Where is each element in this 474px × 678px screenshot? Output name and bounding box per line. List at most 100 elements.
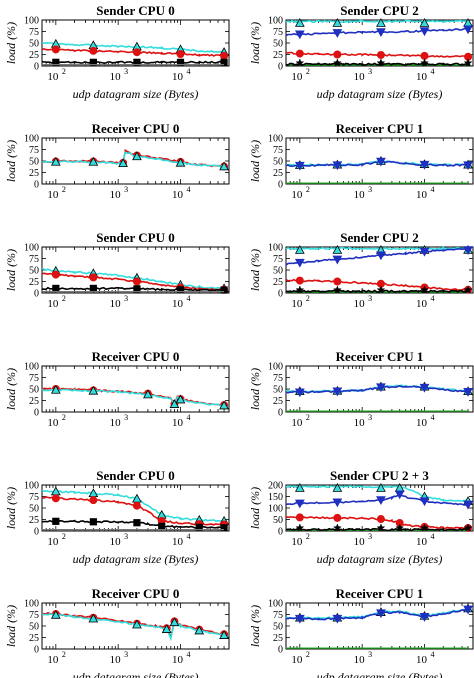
y-tick-label: 75 [29, 145, 39, 156]
series-line [41, 60, 225, 65]
x-tick-exponent: 3 [124, 650, 128, 659]
data-point [50, 384, 61, 394]
x-tick-exponent: 3 [124, 532, 128, 541]
x-tick-label: 10 [291, 189, 303, 201]
data-point [133, 519, 141, 527]
series-black [41, 284, 228, 294]
y-tick-label: 75 [29, 610, 39, 621]
y-tick-label: 100 [24, 134, 39, 145]
data-point [132, 277, 141, 286]
data-point [89, 496, 98, 505]
series-line [285, 62, 469, 67]
data-point [52, 284, 60, 293]
y-tick-label: 100 [24, 16, 39, 27]
y-tick-label: 100 [268, 504, 283, 515]
data-point [420, 58, 429, 67]
y-tick-label: 75 [273, 145, 283, 156]
x-tick-label: 10 [354, 654, 366, 666]
series-line [285, 278, 469, 292]
data-point [333, 513, 342, 522]
x-tick-exponent: 3 [368, 413, 372, 422]
y-tick-label: 25 [273, 50, 283, 61]
y-tick-label: 50 [29, 385, 39, 396]
data-point [463, 285, 473, 294]
x-tick-exponent: 4 [186, 67, 190, 76]
chart-title: Sender CPU 2 [340, 3, 418, 18]
data-point [161, 624, 172, 633]
series-line [285, 527, 469, 532]
y-tick-label: 50 [29, 157, 39, 168]
x-tick-label: 10 [47, 298, 59, 310]
x-tick-label: 10 [291, 536, 303, 548]
x-tick-exponent: 2 [306, 413, 310, 422]
data-point [176, 286, 185, 294]
data-point [294, 244, 305, 254]
y-tick-label: 75 [273, 610, 283, 621]
x-tick-label: 10 [172, 71, 184, 83]
y-tick-label: 0 [34, 62, 39, 73]
y-tick-label: 50 [29, 39, 39, 50]
x-tick-exponent: 3 [124, 185, 128, 194]
data-point [88, 156, 99, 166]
x-tick-label: 10 [416, 654, 428, 666]
data-point [88, 385, 99, 395]
data-point [194, 625, 205, 635]
y-tick-label: 75 [29, 373, 39, 384]
x-tick-exponent: 2 [62, 532, 66, 541]
x-tick-label: 10 [291, 71, 303, 83]
data-point [132, 501, 141, 510]
x-tick-label: 10 [416, 298, 428, 310]
series-line [285, 607, 469, 620]
data-point [394, 490, 405, 500]
y-tick-label: 100 [24, 481, 39, 492]
data-point [295, 276, 304, 285]
data-point [463, 605, 473, 615]
x-axis-label: udp datagram size (Bytes) [73, 552, 199, 566]
series-line [41, 48, 225, 57]
y-tick-label: 100 [268, 599, 283, 610]
y-tick-label: 50 [29, 504, 39, 515]
chart-title: Receiver CPU 0 [92, 349, 180, 364]
y-tick-label: 0 [278, 527, 283, 538]
data-point [419, 160, 430, 170]
y-tick-label: 100 [268, 243, 283, 254]
y-axis-label: load (%) [4, 22, 18, 64]
data-point [295, 513, 304, 522]
data-point [395, 523, 405, 532]
data-point [294, 17, 305, 27]
y-tick-label: 25 [29, 168, 39, 179]
data-point [463, 58, 473, 67]
data-point [376, 285, 386, 294]
y-tick-label: 50 [29, 622, 39, 633]
data-point [132, 619, 142, 629]
x-tick-exponent: 4 [430, 185, 434, 194]
y-tick-label: 100 [24, 362, 39, 373]
y-tick-label: 0 [278, 645, 283, 656]
data-point [420, 285, 429, 294]
data-point [169, 617, 180, 627]
series-blue [285, 490, 473, 510]
y-tick-label: 0 [278, 180, 283, 191]
y-tick-label: 50 [273, 385, 283, 396]
x-tick-label: 10 [416, 536, 428, 548]
x-tick-exponent: 4 [186, 532, 190, 541]
y-tick-label: 100 [24, 599, 39, 610]
data-point [376, 609, 386, 619]
data-point [294, 482, 305, 492]
x-axis-label: udp datagram size (Bytes) [317, 552, 443, 566]
data-point [88, 613, 99, 623]
plot-frame [285, 19, 474, 67]
y-tick-label: 50 [273, 39, 283, 50]
x-tick-exponent: 2 [306, 532, 310, 541]
series-line [41, 388, 225, 408]
y-tick-label: 75 [273, 373, 283, 384]
y-tick-label: 0 [34, 645, 39, 656]
series-line [285, 609, 469, 621]
chart-title: Sender CPU 2 [340, 230, 418, 245]
